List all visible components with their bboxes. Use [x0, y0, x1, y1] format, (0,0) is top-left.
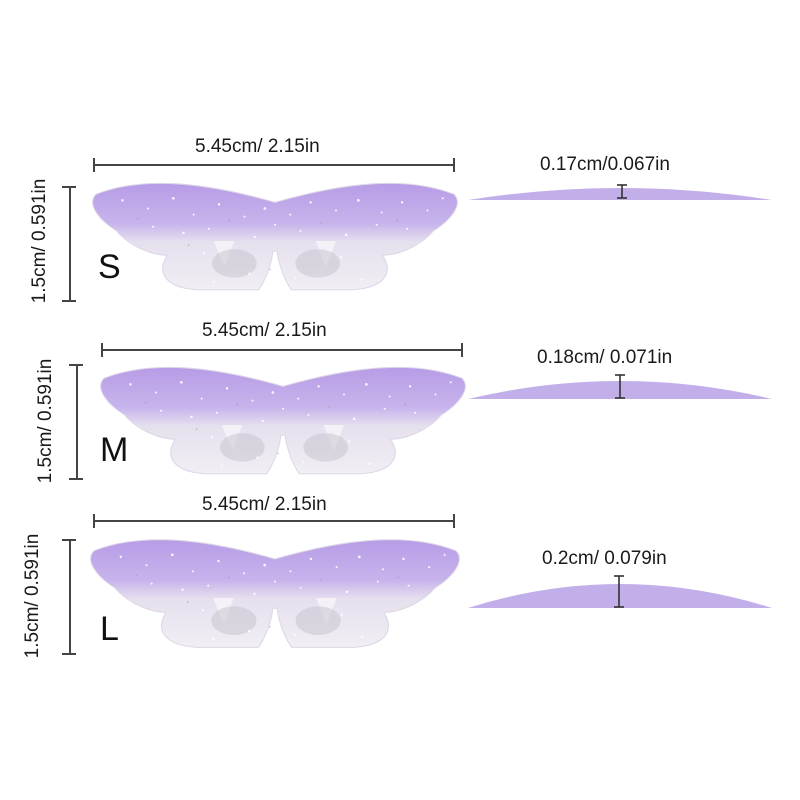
thickness-label: 0.18cm/ 0.071in — [537, 347, 673, 368]
eye-patch-l — [90, 539, 460, 648]
height-tick-top — [62, 539, 76, 541]
width-label: 5.45cm/ 2.15in — [195, 136, 320, 157]
height-tick-top — [62, 186, 76, 188]
eye-patch-m — [100, 366, 466, 475]
width-dimension-line — [94, 520, 454, 522]
thickness-label: 0.17cm/0.067in — [540, 154, 670, 175]
thickness-profile-l — [468, 575, 772, 608]
width-tick-left — [101, 343, 103, 357]
width-tick-right — [461, 343, 463, 357]
height-label: 1.5cm/ 0.591in — [29, 178, 50, 304]
width-label: 5.45cm/ 2.15in — [202, 320, 327, 341]
height-dimension-line — [69, 540, 71, 654]
height-tick-top — [69, 364, 83, 366]
height-tick-bottom — [62, 653, 76, 655]
height-label: 1.5cm/ 0.591in — [22, 533, 43, 659]
size-row-l: 5.45cm/ 2.15in 1.5cm/ 0.591in L 0.2cm/ 0… — [0, 494, 800, 690]
size-letter: M — [100, 431, 129, 469]
width-label: 5.45cm/ 2.15in — [202, 494, 327, 515]
size-row-m: 5.45cm/ 2.15in 1.5cm/ 0.591in M 0.18cm/ … — [0, 315, 800, 505]
eye-patch-s — [92, 182, 458, 291]
height-dimension-line — [76, 365, 78, 479]
height-label: 1.5cm/ 0.591in — [35, 358, 56, 484]
width-tick-left — [93, 158, 95, 172]
thickness-profile-m — [468, 374, 772, 399]
height-tick-bottom — [69, 478, 83, 480]
size-letter: L — [100, 610, 119, 648]
height-dimension-line — [69, 187, 71, 301]
width-tick-left — [93, 514, 95, 528]
width-dimension-line — [102, 349, 462, 351]
thickness-label: 0.2cm/ 0.079in — [542, 548, 667, 569]
width-dimension-line — [94, 164, 454, 166]
width-tick-right — [453, 158, 455, 172]
height-tick-bottom — [62, 300, 76, 302]
thickness-profile-s — [468, 184, 772, 200]
width-tick-right — [453, 514, 455, 528]
size-letter: S — [98, 248, 121, 286]
size-row-s: 5.45cm/ 2.15in 1.5cm/ 0.591in S 0.17cm/0… — [0, 130, 800, 320]
